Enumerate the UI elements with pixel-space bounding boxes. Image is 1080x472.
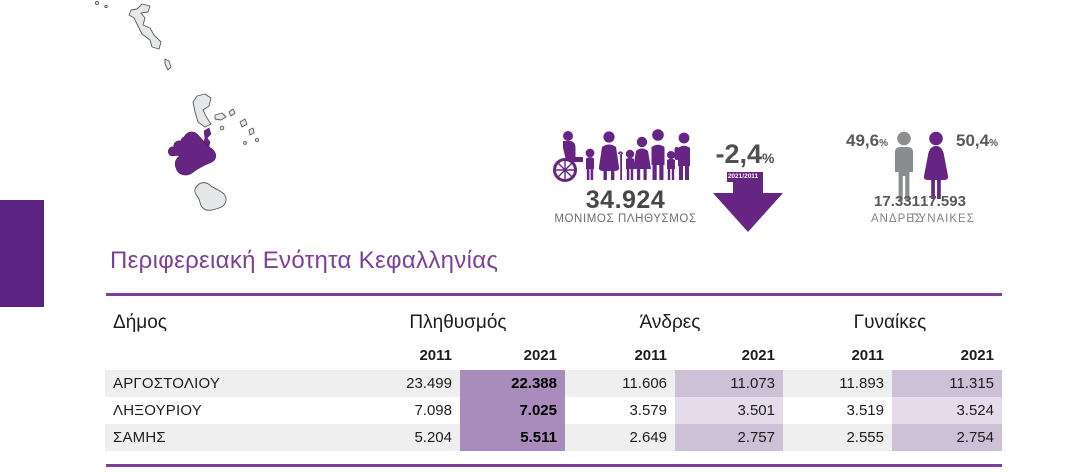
population-people-icon: [553, 129, 690, 182]
males-2021-value: 2.757: [675, 424, 783, 451]
column-header-females: Γυναίκες: [853, 312, 927, 333]
municipality-name: ΣΑΜΗΣ: [113, 429, 166, 446]
table-bottom-divider: [106, 464, 1002, 467]
municipality-name: ΛΗΞΟΥΡΙΟΥ: [113, 402, 202, 419]
island-paxoi: [164, 58, 172, 71]
year-header: 2021: [960, 347, 994, 364]
island-zakynthos: [194, 182, 227, 211]
males-percent: 49,6%: [846, 131, 888, 150]
population-total: 34.924: [585, 186, 666, 214]
column-header-population: Πληθυσμός: [409, 312, 507, 333]
column-header-males: Άνδρες: [639, 312, 701, 333]
population-2021-value: 7.025: [460, 397, 565, 424]
population-2011-value: 5.204: [414, 429, 452, 446]
year-header-spacer: [105, 344, 390, 368]
island-kefalonia-highlighted: [168, 131, 217, 176]
females-count: 17.593: [920, 193, 966, 210]
table-row: ΑΡΓΟΣΤΟΛΙΟΥ 23.499 22.388 11.606 11.073 …: [105, 370, 1002, 397]
females-2021-value: 3.524: [892, 397, 1002, 424]
females-2021-value: 2.754: [892, 424, 1002, 451]
ionian-islands-map-icon: [94, 0, 260, 211]
males-2021-value: 11.073: [675, 370, 783, 397]
island-corfu: [128, 3, 162, 50]
table-row: ΛΗΞΟΥΡΙΟΥ 7.098 7.025 3.579 3.501 3.519 …: [105, 397, 1002, 424]
year-header: 2021: [523, 347, 557, 364]
male-icon: [895, 131, 913, 201]
year-header: 2011: [634, 347, 667, 364]
population-2021-value: 5.511: [460, 424, 565, 451]
females-2011-value: 11.893: [839, 375, 884, 392]
islet-meganisi: [214, 112, 227, 121]
males-label: ΑΝΔΡΕΣ: [870, 213, 924, 225]
males-2011-value: 3.579: [629, 402, 667, 419]
population-2011-value: 23.499: [406, 375, 452, 392]
column-header-municipality: Δήμος: [113, 312, 167, 333]
down-arrow-icon: [713, 172, 783, 232]
females-label: ΓΥΝΑΙΚΕΣ: [911, 213, 975, 225]
year-header: 2011: [419, 347, 452, 364]
page-title: Περιφερειακή Ενότητα Κεφαλληνίας: [110, 247, 499, 274]
males-2021-value: 3.501: [675, 397, 783, 424]
municipality-name: ΑΡΓΟΣΤΟΛΙΟΥ: [113, 375, 221, 392]
year-header: 2011: [851, 347, 884, 364]
females-2011-value: 3.519: [846, 402, 884, 419]
table-group-header-row: Δήμος Πληθυσμός Άνδρες Γυναίκες: [0, 312, 1080, 340]
year-header: 2021: [741, 347, 775, 364]
females-2021-value: 11.315: [892, 370, 1002, 397]
population-2011-value: 7.098: [414, 402, 452, 419]
title-divider: [106, 293, 1002, 296]
brand-color-bar: [0, 200, 44, 307]
islet-kalamos: [239, 118, 248, 128]
island-lefkada: [192, 93, 212, 128]
females-percent: 50,4%: [956, 131, 998, 150]
males-2011-value: 2.649: [629, 429, 667, 446]
islet: [228, 108, 236, 117]
table-row: ΣΑΜΗΣ 5.204 5.511 2.649 2.757 2.555 2.75…: [105, 424, 1002, 451]
female-icon: [923, 131, 949, 199]
males-2011-value: 11.606: [622, 375, 667, 392]
population-label: ΜΟΝΙΜΟΣ ΠΛΗΘΥΣΜΟΣ: [554, 213, 697, 225]
islet-kastos: [248, 127, 255, 136]
change-period-label: 2021/2011: [727, 172, 759, 182]
table-year-header-row: 2011 2021 2011 2021 2011 2021: [105, 344, 1002, 368]
females-2011-value: 2.555: [846, 429, 884, 446]
population-change-value: -2,4%: [715, 139, 775, 169]
males-count: 17.331: [874, 193, 920, 210]
population-2021-value: 22.388: [460, 370, 565, 397]
